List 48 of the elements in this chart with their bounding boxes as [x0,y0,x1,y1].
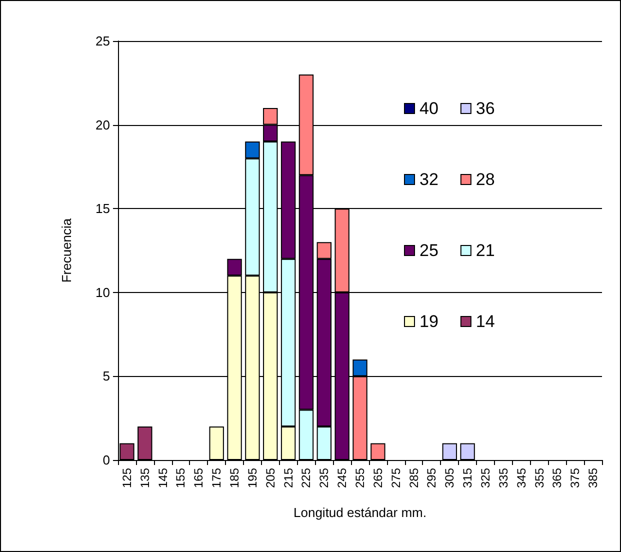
legend-label: 25 [420,241,438,260]
bar [442,443,457,460]
bar [370,443,386,460]
x-tick-label: 215 [281,468,296,488]
x-tick-label: 155 [174,468,188,488]
y-tick-label: 5 [102,368,110,384]
y-axis-title: Frecuencia [59,218,74,283]
x-tick-label: 335 [496,468,510,488]
legend-label: 28 [476,170,495,189]
bar [138,426,152,460]
x-tick-label: 385 [586,468,600,488]
x-tick-label: 195 [245,468,260,488]
x-tick-label: 175 [210,468,224,488]
x-tick-label: 375 [568,468,582,488]
y-tick-label: 0 [102,452,110,468]
legend-label: 19 [420,312,438,331]
x-tick-label: 125 [120,468,134,488]
x-tick-label: 225 [299,468,314,488]
legend-label: 36 [476,99,495,118]
x-tick-label: 285 [406,468,421,488]
bar [460,443,475,460]
x-tick-label: 295 [424,468,439,488]
x-tick-label: 145 [156,468,170,488]
x-tick-label: 345 [514,468,528,488]
y-tick-label: 20 [96,117,110,132]
bar [209,426,224,460]
x-tick-label: 325 [478,468,492,488]
x-tick-label: 275 [388,468,403,488]
x-tick-label: 165 [192,468,206,488]
x-tick-label: 305 [442,468,457,488]
legend-label: 21 [476,241,495,260]
y-tick-label: 10 [96,284,110,300]
legend-label: 32 [420,170,438,189]
y-tick-label: 15 [96,201,110,216]
x-tick-label: 205 [263,468,278,488]
x-tick-label: 365 [550,468,564,488]
legend-label: 40 [420,99,438,118]
y-tick-label: 25 [96,34,110,48]
x-tick-label: 355 [532,468,546,488]
x-tick-label: 265 [370,468,385,488]
x-tick-label: 255 [353,468,367,488]
x-tick-label: 245 [335,468,350,488]
legend-label: 14 [476,312,495,331]
x-tick-label: 315 [460,468,475,488]
x-tick-label: 185 [228,468,242,488]
x-tick-label: 135 [138,468,152,488]
x-axis-title: Longitud estándar mm. [294,505,426,520]
x-tick-label: 235 [317,468,332,488]
